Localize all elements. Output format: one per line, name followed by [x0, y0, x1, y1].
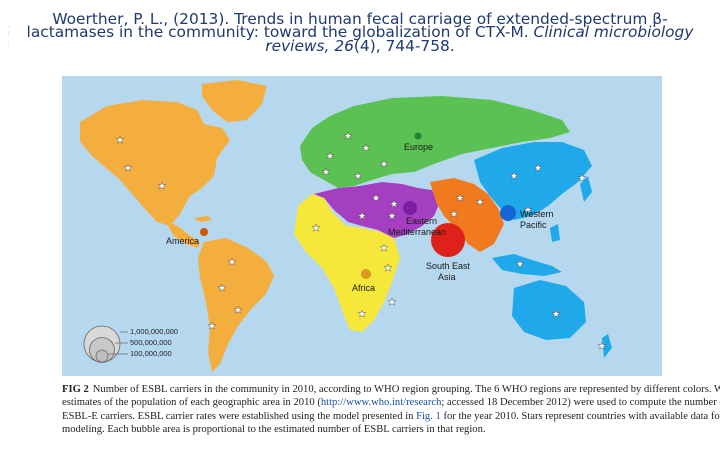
label-africa: Africa [352, 283, 375, 293]
region-europe [300, 96, 570, 188]
new-zealand [602, 334, 612, 358]
caption-text-2a: estimates of the population of each geog… [62, 397, 321, 409]
star-icon [123, 163, 133, 172]
star-icon [379, 243, 389, 252]
south-america [198, 238, 274, 372]
australia [512, 280, 586, 340]
citation-line-2: lactamases in the community: toward the … [14, 21, 706, 41]
star-icon [157, 181, 167, 190]
region-africa [294, 194, 400, 332]
star-icon [475, 197, 485, 206]
label-eastern-med-1: Eastern [406, 216, 437, 226]
bubble-south-east-asia [431, 223, 465, 257]
star-icon [597, 341, 607, 350]
north-america [80, 100, 230, 226]
citation-journal: Clinical microbiology [533, 23, 694, 42]
japan [580, 176, 592, 202]
star-icon [379, 159, 389, 168]
bubble-size-legend: 1,000,000,000 500,000,000 100,000,000 [83, 325, 178, 363]
label-wp-1: Western [520, 209, 553, 219]
star-icon [383, 263, 393, 272]
who-research-link[interactable]: http://www.who.int/research [320, 397, 442, 409]
star-icon [343, 131, 353, 140]
side-marks: . : : [8, 23, 10, 47]
east-asia [474, 142, 592, 220]
star-icon [577, 173, 587, 182]
bubble-africa [361, 269, 371, 279]
caption-text-3a: ESBL-E carriers. ESBL carrier rates were… [62, 410, 417, 422]
legend-label-1: 1,000,000,000 [130, 327, 178, 336]
star-icon [353, 171, 363, 180]
legend-label-3: 100,000,000 [130, 349, 172, 358]
central-america [166, 222, 200, 248]
bubble-america [200, 228, 208, 236]
star-icon [227, 257, 237, 266]
world-map-figure: Europe America Eastern Mediterranean Afr… [62, 76, 662, 376]
label-america: America [166, 236, 199, 246]
star-icon [523, 205, 533, 214]
label-europe: Europe [404, 142, 433, 152]
region-america [80, 80, 274, 372]
star-icon [515, 259, 525, 268]
label-sea-1: South East [426, 261, 471, 271]
star-icon [357, 309, 367, 318]
figure-caption: FIG 2 Number of ESBL carriers in the comm… [62, 383, 720, 437]
citation-volume: 26 [334, 36, 354, 55]
star-icon [325, 151, 335, 160]
star-icon [371, 193, 381, 202]
star-icon [387, 211, 397, 220]
legend-circle-small [95, 349, 109, 363]
caption-text-1: Number of ESBL carriers in the community… [92, 384, 720, 395]
bubble-europe [414, 132, 422, 140]
star-icon [387, 297, 397, 306]
star-icon [551, 309, 561, 318]
star-icon [311, 223, 321, 232]
star-icon [449, 209, 459, 218]
legend-label-2: 500,000,000 [130, 338, 172, 347]
bubble-eastern-mediterranean [403, 201, 417, 215]
label-wp-2: Pacific [520, 220, 547, 230]
star-icon [455, 193, 465, 202]
caption-text-3b: for the year 2010. Stars represent count… [440, 410, 720, 422]
caption-line-1: FIG 2 Number of ESBL carriers in the comm… [62, 383, 720, 396]
region-western-pacific [474, 142, 612, 358]
region-south-east-asia [430, 178, 504, 252]
philippines [550, 224, 560, 242]
star-icon [207, 321, 217, 330]
caption-line-4: modeling. Each bubble area is proportion… [62, 424, 486, 436]
caption-line-2: estimates of the population of each geog… [62, 396, 720, 409]
label-sea-2: Asia [438, 272, 456, 282]
country-data-stars [115, 131, 607, 350]
star-icon [389, 199, 399, 208]
star-icon [115, 135, 125, 144]
citation-pages: (4), 744-758. [353, 36, 455, 55]
greenland [202, 80, 267, 122]
label-eastern-med-2: Mediterranean [388, 227, 446, 237]
star-icon [233, 305, 243, 314]
fig1-link[interactable]: Fig. 1 [416, 410, 441, 422]
citation-title-end: lactamases in the community: toward the … [26, 23, 534, 42]
caption-text-2b: ; accessed 18 December 2012) were used t… [441, 397, 720, 409]
star-icon [509, 171, 519, 180]
citation-line-3: reviews, 26(4), 744-758. [14, 35, 706, 55]
citation-journal-cont: reviews, [265, 36, 335, 55]
star-icon [357, 211, 367, 220]
star-icon [217, 283, 227, 292]
citation-line-1: Woerther, P. L., (2013). Trends in human… [52, 10, 668, 28]
caribbean [194, 216, 212, 222]
star-icon [361, 143, 371, 152]
bubble-western-pacific [500, 205, 516, 221]
region-eastern-mediterranean [314, 182, 440, 238]
star-icon [533, 163, 543, 172]
caption-fig-label: FIG 2 [62, 384, 89, 395]
indonesia [492, 254, 562, 276]
star-icon [321, 167, 331, 176]
caption-line-3: ESBL-E carriers. ESBL carrier rates were… [62, 410, 720, 423]
citation-heading: Woerther, P. L., (2013). Trends in human… [14, 8, 706, 55]
